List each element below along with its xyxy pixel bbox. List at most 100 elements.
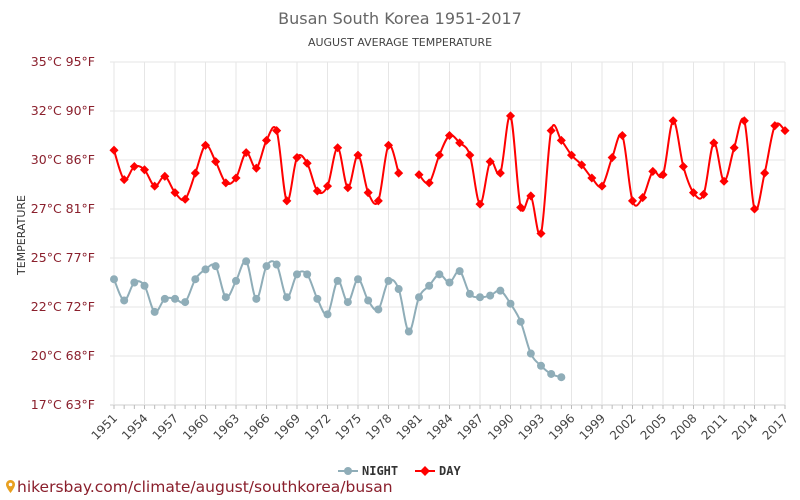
data-point-night[interactable]: [526, 349, 535, 358]
data-point-night[interactable]: [211, 262, 220, 271]
data-point-night[interactable]: [282, 293, 291, 302]
data-point-night[interactable]: [343, 298, 352, 307]
data-point-day[interactable]: [312, 186, 322, 196]
data-point-night[interactable]: [496, 286, 505, 295]
data-point-night[interactable]: [140, 281, 149, 290]
data-point-day[interactable]: [180, 194, 190, 204]
data-point-night[interactable]: [364, 296, 373, 305]
data-point-day[interactable]: [160, 171, 170, 181]
data-point-night[interactable]: [547, 369, 556, 378]
data-point-day[interactable]: [261, 135, 272, 145]
data-point-night[interactable]: [384, 276, 393, 285]
data-point-night[interactable]: [252, 294, 261, 303]
data-point-day[interactable]: [394, 168, 404, 178]
data-point-night[interactable]: [506, 299, 515, 308]
data-point-night[interactable]: [313, 294, 322, 303]
x-tick-label: 1963: [211, 411, 242, 442]
data-point-day[interactable]: [139, 165, 150, 175]
data-point-night[interactable]: [415, 293, 423, 302]
data-point-night[interactable]: [455, 267, 464, 276]
data-point-day[interactable]: [343, 183, 353, 193]
data-point-night[interactable]: [201, 265, 210, 274]
data-point-night[interactable]: [465, 289, 474, 298]
data-point-night[interactable]: [150, 307, 159, 316]
data-point-day[interactable]: [190, 168, 200, 178]
data-point-day[interactable]: [363, 188, 373, 198]
data-point-day[interactable]: [526, 191, 536, 201]
data-point-day[interactable]: [617, 130, 627, 141]
data-point-day[interactable]: [729, 143, 739, 153]
data-point-day[interactable]: [485, 157, 495, 167]
data-point-night[interactable]: [445, 278, 454, 287]
data-point-day[interactable]: [709, 138, 719, 148]
data-point-day[interactable]: [556, 135, 566, 145]
data-point-day[interactable]: [434, 150, 444, 160]
data-point-night[interactable]: [221, 293, 230, 302]
data-point-night[interactable]: [476, 293, 484, 302]
data-point-day[interactable]: [587, 173, 597, 183]
data-point-night[interactable]: [232, 276, 240, 285]
data-point-day[interactable]: [668, 116, 678, 126]
data-point-night[interactable]: [557, 373, 566, 382]
legend[interactable]: NIGHT DAY: [338, 464, 461, 478]
data-point-night[interactable]: [323, 310, 332, 319]
data-point-night[interactable]: [262, 262, 271, 271]
chart-subtitle: AUGUST AVERAGE TEMPERATURE: [308, 36, 492, 49]
data-point-day[interactable]: [597, 181, 607, 191]
data-point-night[interactable]: [404, 327, 413, 336]
data-point-day[interactable]: [648, 166, 658, 176]
data-point-day[interactable]: [109, 145, 119, 155]
data-point-night[interactable]: [435, 270, 444, 279]
legend-night-label: NIGHT: [362, 464, 398, 478]
data-point-day[interactable]: [322, 181, 333, 191]
data-point-day[interactable]: [678, 162, 688, 172]
data-point-day[interactable]: [475, 199, 485, 209]
data-point-night[interactable]: [242, 257, 251, 266]
data-point-day[interactable]: [455, 138, 465, 148]
legend-item-day[interactable]: DAY: [415, 464, 461, 478]
data-point-day[interactable]: [627, 196, 638, 206]
data-point-night[interactable]: [181, 298, 190, 307]
data-point-day[interactable]: [231, 173, 241, 183]
data-point-day[interactable]: [302, 158, 312, 168]
data-point-day[interactable]: [424, 178, 434, 188]
data-point-night[interactable]: [293, 270, 301, 279]
data-point-day[interactable]: [770, 121, 780, 131]
data-point-night[interactable]: [120, 296, 129, 305]
source-link[interactable]: hikersbay.com/climate/august/southkorea/…: [6, 478, 393, 496]
data-point-night[interactable]: [516, 317, 525, 326]
data-point-night[interactable]: [130, 278, 139, 287]
data-point-day[interactable]: [505, 111, 516, 121]
data-point-night[interactable]: [191, 275, 200, 284]
legend-item-night[interactable]: NIGHT: [338, 464, 398, 478]
data-point-day[interactable]: [760, 168, 770, 178]
data-point-night[interactable]: [425, 281, 434, 290]
data-point-day[interactable]: [607, 153, 617, 163]
data-point-day[interactable]: [739, 116, 749, 126]
data-point-night[interactable]: [394, 285, 403, 294]
data-point-night[interactable]: [303, 270, 312, 279]
x-tick-label: 1975: [333, 411, 364, 442]
data-point-day[interactable]: [465, 150, 475, 160]
data-point-day[interactable]: [333, 143, 343, 153]
data-point-day[interactable]: [221, 178, 231, 188]
data-point-day[interactable]: [211, 157, 221, 167]
x-tick-label: 1993: [516, 411, 547, 442]
data-point-day[interactable]: [353, 150, 363, 160]
y-tick-label: 17°C 63°F: [31, 397, 95, 412]
data-point-day[interactable]: [495, 168, 505, 178]
data-point-night[interactable]: [171, 294, 179, 303]
data-point-day[interactable]: [272, 126, 282, 136]
data-point-night[interactable]: [537, 361, 545, 370]
data-point-night[interactable]: [486, 291, 495, 300]
data-point-night[interactable]: [374, 305, 383, 314]
x-tick-label: 1969: [272, 411, 303, 442]
data-point-night[interactable]: [354, 275, 362, 284]
data-point-day[interactable]: [200, 140, 211, 150]
data-point-night[interactable]: [333, 276, 342, 285]
data-point-night[interactable]: [110, 275, 118, 284]
data-point-day[interactable]: [546, 126, 556, 136]
data-point-night[interactable]: [272, 260, 281, 269]
data-point-night[interactable]: [160, 294, 169, 303]
